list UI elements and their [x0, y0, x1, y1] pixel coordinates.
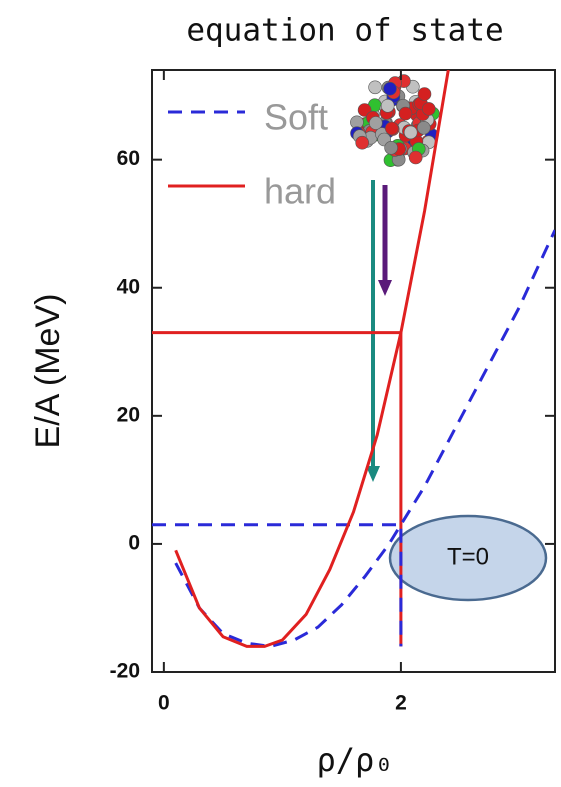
y-tick-label: 40 — [117, 275, 140, 298]
guide-line — [152, 523, 403, 647]
nucleon — [368, 116, 383, 130]
annotation: T=0 — [447, 543, 489, 570]
nucleon — [383, 81, 397, 96]
nucleon — [408, 150, 423, 165]
arrow-head — [378, 280, 392, 296]
x-tick-label: 2 — [395, 692, 407, 715]
y-axis-label: E/A (MeV) — [29, 294, 67, 449]
legend-label: Soft — [264, 97, 328, 138]
nucleon — [421, 102, 436, 116]
x-axis-label: ρ/ρ₀ — [316, 741, 393, 779]
nucleon — [417, 87, 432, 101]
guide-line — [152, 331, 403, 647]
series-line — [174, 229, 555, 648]
legend-label: hard — [264, 171, 336, 212]
chart-title: equation of state — [186, 13, 503, 49]
plot-frame — [151, 69, 556, 673]
nucleus-icon — [350, 74, 440, 167]
y-tick-label: -20 — [110, 660, 140, 683]
y-tick-label: 60 — [117, 147, 140, 170]
nucleon — [384, 121, 399, 136]
annotation-bubble — [388, 514, 548, 602]
nucleon — [368, 80, 382, 95]
nucleon — [416, 121, 431, 135]
y-tick-label: 20 — [117, 403, 140, 426]
nucleon — [403, 125, 418, 140]
y-tick-label: 0 — [128, 531, 140, 554]
nucleon — [355, 135, 370, 150]
arrow-head — [366, 466, 380, 482]
series-line — [174, 70, 450, 648]
nucleon — [398, 106, 413, 121]
nucleon — [380, 99, 395, 113]
x-tick-label: 0 — [158, 692, 170, 715]
nucleon — [384, 141, 398, 155]
